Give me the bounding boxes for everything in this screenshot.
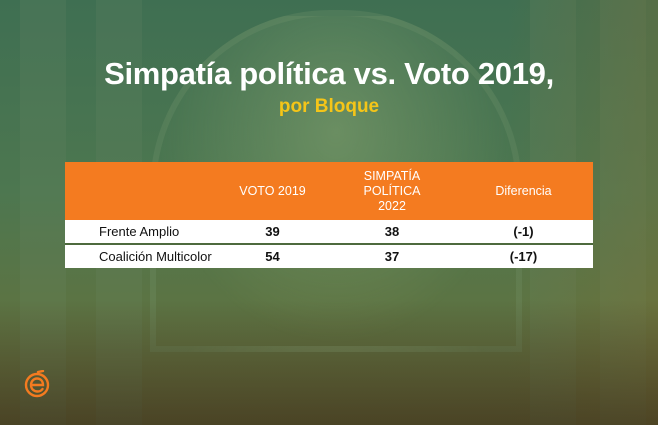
header-diferencia: Diferencia xyxy=(495,183,552,198)
page-title: Simpatía política vs. Voto 2019, xyxy=(104,56,554,91)
header-simpatia: SIMPATÍA POLÍTICA 2022 xyxy=(330,169,454,214)
row-name: Coalición Multicolor xyxy=(99,249,212,264)
row-diferencia: (-1) xyxy=(513,224,534,239)
e-logo-icon xyxy=(24,370,50,398)
header-simpatia-line2: POLÍTICA xyxy=(363,183,421,198)
row-simpatia: 37 xyxy=(384,249,400,264)
header-simpatia-line1: SIMPATÍA xyxy=(363,168,421,183)
table-header: VOTO 2019 SIMPATÍA POLÍTICA 2022 Diferen… xyxy=(65,162,593,220)
row-name: Frente Amplio xyxy=(99,224,180,239)
row-voto-2019: 54 xyxy=(265,249,280,264)
table-row: Frente Amplio 39 38 (-1) xyxy=(65,220,593,245)
row-diferencia: (-17) xyxy=(509,249,538,264)
results-table: VOTO 2019 SIMPATÍA POLÍTICA 2022 Diferen… xyxy=(65,162,593,268)
table-row: Coalición Multicolor 54 37 (-17) xyxy=(65,245,593,268)
background-floor xyxy=(0,300,658,425)
row-simpatia: 38 xyxy=(384,224,400,239)
header-simpatia-line3: 2022 xyxy=(378,198,406,213)
row-voto-2019: 39 xyxy=(265,224,280,239)
page-subtitle: por Bloque xyxy=(278,96,380,117)
header-voto-2019: VOTO 2019 xyxy=(239,183,306,198)
